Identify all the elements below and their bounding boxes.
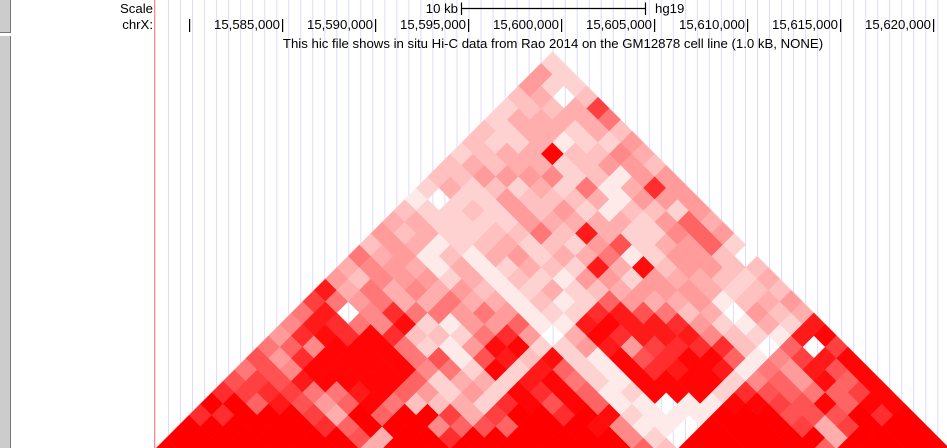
svg-text:15,600,000: 15,600,000 <box>493 17 559 32</box>
svg-text:10 kb: 10 kb <box>426 1 458 16</box>
svg-text:15,620,000: 15,620,000 <box>865 17 931 32</box>
svg-text:15,605,000: 15,605,000 <box>586 17 652 32</box>
svg-text:chrX:: chrX: <box>122 17 153 32</box>
svg-text:15,595,000: 15,595,000 <box>400 17 466 32</box>
svg-text:15,615,000: 15,615,000 <box>772 17 838 32</box>
svg-text:15,590,000: 15,590,000 <box>307 17 373 32</box>
svg-text:15,610,000: 15,610,000 <box>679 17 745 32</box>
svg-text:Scale: Scale <box>120 1 153 16</box>
svg-text:15,585,000: 15,585,000 <box>214 17 280 32</box>
svg-text:hg19: hg19 <box>655 1 684 16</box>
svg-text:This hic file shows in situ Hi: This hic file shows in situ Hi-C data fr… <box>283 36 823 51</box>
